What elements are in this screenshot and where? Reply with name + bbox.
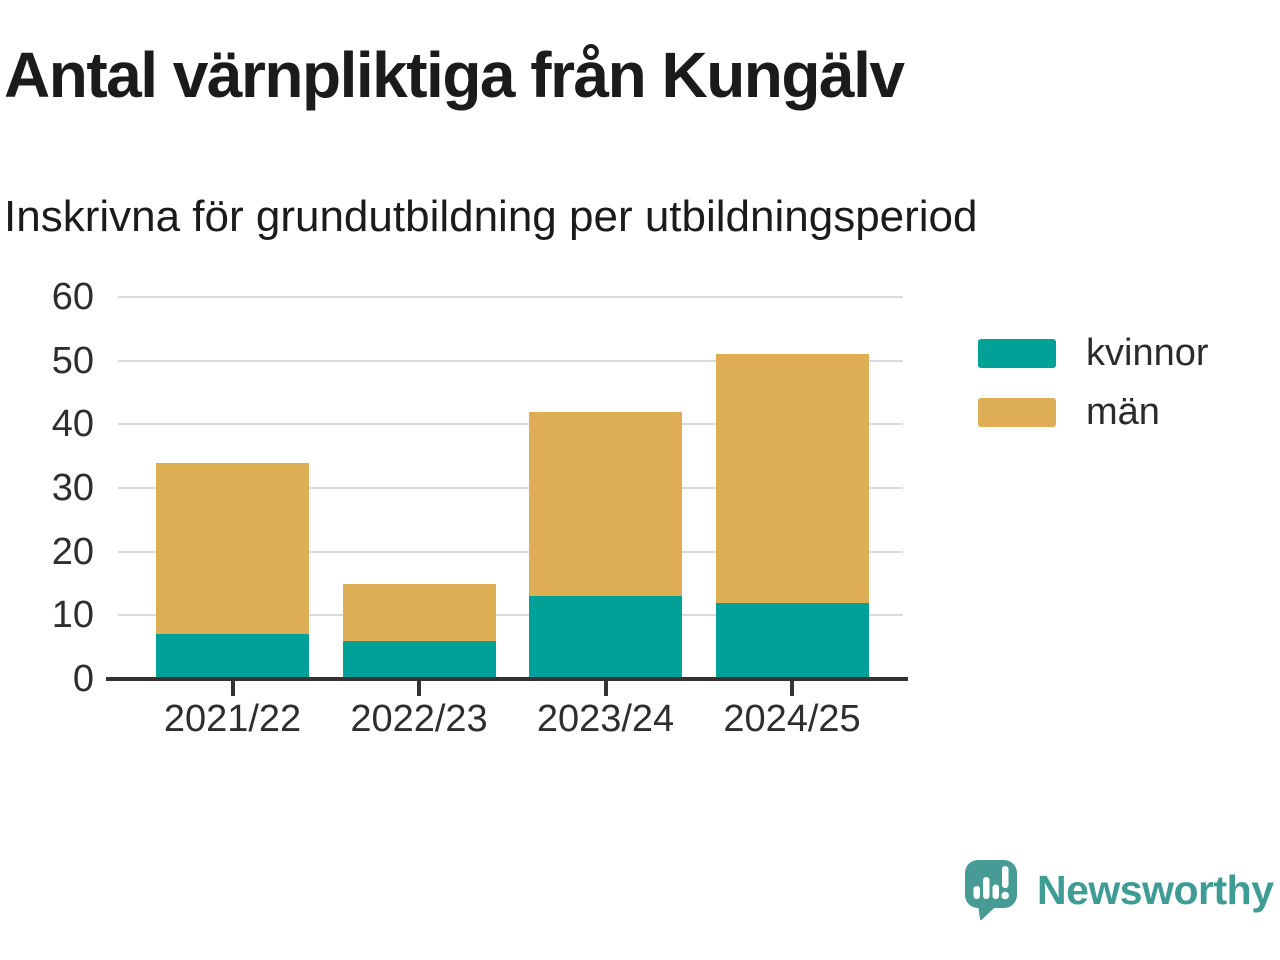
legend-item-kvinnor: kvinnor — [978, 333, 1209, 373]
legend-label: män — [1086, 391, 1160, 433]
gridline-y-40 — [118, 423, 903, 426]
x-axis-tick-label: 2022/23 — [350, 698, 488, 740]
gridline-y-60 — [118, 296, 903, 298]
bar-segment-män-2022/23 — [342, 583, 496, 641]
y-axis-tick-label: 60 — [51, 276, 94, 318]
legend-swatch-kvinnor — [978, 338, 1056, 368]
chart-title: Antal värnpliktiga från Kungälv — [4, 39, 905, 111]
y-axis-tick-label: 20 — [51, 530, 94, 573]
gridline-y-30 — [118, 487, 903, 489]
x-axis-tickmark — [790, 681, 794, 696]
bar-segment-män-2024/25 — [715, 354, 869, 603]
y-axis-tick-label: 50 — [51, 339, 94, 382]
legend-swatch-män — [978, 397, 1056, 427]
gridline-y-20 — [118, 550, 903, 553]
chart-subtitle: Inskrivna för grundutbildning per utbild… — [4, 192, 978, 241]
brand-name: Newsworthy — [1037, 866, 1274, 913]
legend-label: kvinnor — [1086, 332, 1209, 374]
bar-segment-kvinnor-2022/23 — [342, 640, 496, 679]
y-axis-tick-label: 30 — [51, 467, 94, 509]
y-axis-tick-label: 10 — [51, 594, 94, 637]
x-axis-tick-label: 2023/24 — [536, 698, 675, 740]
newsworthy-logo-icon — [965, 860, 1017, 920]
bar-segment-kvinnor-2023/24 — [529, 596, 682, 679]
y-axis-tick-label: 40 — [51, 403, 94, 446]
gridline-y-10 — [118, 614, 903, 617]
y-axis-tick-label: 0 — [72, 658, 94, 700]
x-axis-tickmark — [230, 681, 235, 696]
legend-item-män: män — [978, 392, 1209, 432]
x-axis-tick-label: 2024/25 — [723, 698, 861, 740]
x-axis-tickmark — [417, 681, 421, 696]
x-axis-tickmark — [603, 681, 608, 696]
x-axis-tick-label: 2021/22 — [163, 698, 302, 740]
bar-segment-män-2023/24 — [529, 411, 682, 597]
bar-segment-män-2021/22 — [156, 462, 309, 635]
brand-footer: Newsworthy — [963, 858, 1274, 922]
bar-segment-kvinnor-2021/22 — [156, 634, 309, 679]
bar-segment-kvinnor-2024/25 — [715, 602, 869, 679]
x-axis-line — [106, 677, 908, 681]
gridline-y-50 — [118, 359, 903, 362]
legend: kvinnor män — [978, 333, 1209, 432]
